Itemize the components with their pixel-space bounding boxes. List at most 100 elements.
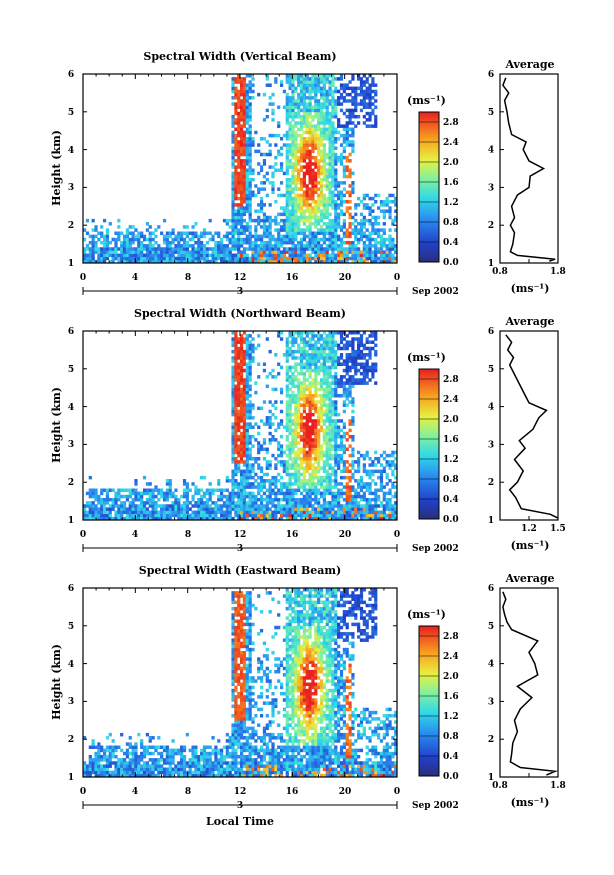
heatmap-cell bbox=[365, 203, 369, 207]
heatmap-cell bbox=[302, 74, 306, 78]
heatmap-cell bbox=[194, 222, 198, 226]
heatmap-cell bbox=[288, 146, 292, 150]
heatmap-cell bbox=[331, 77, 335, 81]
heatmap-cell bbox=[339, 394, 344, 398]
heatmap-cell bbox=[311, 403, 315, 407]
heatmap-cell bbox=[254, 485, 258, 489]
heatmap-cell bbox=[102, 244, 107, 248]
heatmap-cell bbox=[325, 231, 329, 235]
heatmap-cell bbox=[220, 510, 224, 515]
heatmap-cell bbox=[371, 222, 375, 226]
heatmap-cell bbox=[245, 422, 249, 426]
heatmap-cell bbox=[297, 406, 301, 411]
heatmap-cell bbox=[305, 118, 309, 122]
heatmap-cell bbox=[299, 240, 304, 245]
heatmap-cell bbox=[248, 409, 252, 414]
x-tick-label: 4 bbox=[132, 273, 138, 283]
heatmap-cell bbox=[257, 491, 261, 496]
heatmap-cell bbox=[137, 507, 141, 511]
heatmap-cell bbox=[311, 74, 315, 78]
heatmap-cell bbox=[308, 428, 312, 433]
heatmap-cell bbox=[302, 488, 306, 492]
heatmap-cell bbox=[328, 371, 332, 376]
heatmap-cell bbox=[288, 108, 292, 113]
heatmap-cell bbox=[245, 343, 249, 348]
heatmap-cell bbox=[242, 331, 247, 335]
heatmap-cell bbox=[319, 177, 324, 182]
heatmap-cell bbox=[331, 406, 335, 411]
heatmap-cell bbox=[242, 181, 247, 185]
heatmap-cell bbox=[368, 237, 372, 242]
heatmap-cell bbox=[288, 256, 292, 261]
heatmap-cell bbox=[365, 450, 369, 455]
heatmap-cell bbox=[291, 168, 295, 172]
heatmap-cell bbox=[237, 482, 241, 486]
heatmap-cell bbox=[365, 111, 369, 116]
heatmap-cell bbox=[285, 409, 289, 414]
heatmap-cell bbox=[334, 212, 338, 217]
heatmap-cell bbox=[88, 513, 92, 518]
heatmap-cell bbox=[342, 394, 346, 398]
heatmap-cell bbox=[348, 121, 352, 125]
heatmap-cell bbox=[311, 334, 315, 338]
heatmap-cell bbox=[334, 231, 338, 235]
heatmap-cell bbox=[334, 353, 338, 357]
heatmap-cell bbox=[365, 365, 369, 370]
heatmap-cell bbox=[194, 247, 198, 251]
heatmap-cell bbox=[268, 513, 272, 518]
heatmap-cell bbox=[288, 394, 292, 398]
heatmap-cell bbox=[240, 152, 244, 157]
heatmap-cell bbox=[234, 127, 238, 132]
heatmap-cell bbox=[297, 419, 301, 423]
heatmap-cell bbox=[285, 469, 289, 474]
heatmap-cell bbox=[91, 244, 95, 248]
heatmap-cell bbox=[237, 111, 241, 116]
heatmap-cell bbox=[357, 343, 361, 348]
heatmap-cell bbox=[245, 397, 249, 401]
heatmap-cell bbox=[234, 343, 238, 348]
heatmap-cell bbox=[299, 390, 304, 395]
heatmap-cell bbox=[385, 475, 389, 480]
heatmap-cell bbox=[151, 491, 155, 496]
heatmap-cell bbox=[245, 375, 249, 379]
heatmap-cell bbox=[291, 240, 295, 245]
colorbar-tick-label: 2.0 bbox=[443, 158, 459, 168]
heatmap-cell bbox=[334, 152, 338, 157]
heatmap-cell bbox=[180, 494, 184, 499]
heatmap-cell bbox=[337, 181, 341, 185]
heatmap-cell bbox=[308, 244, 312, 248]
heatmap-cell bbox=[291, 250, 295, 254]
heatmap-cell bbox=[319, 187, 324, 191]
heatmap-cell bbox=[374, 259, 378, 264]
heatmap-cell bbox=[322, 409, 326, 414]
heatmap-cell bbox=[114, 513, 118, 518]
heatmap-cell bbox=[334, 387, 338, 392]
heatmap-cell bbox=[365, 89, 369, 94]
heatmap-cell bbox=[265, 108, 269, 113]
heatmap-cell bbox=[248, 143, 252, 147]
heatmap-cell bbox=[277, 133, 281, 138]
heatmap-cell bbox=[331, 237, 335, 242]
heatmap-cell bbox=[317, 200, 321, 204]
heatmap-cell bbox=[205, 256, 209, 261]
heatmap-cell bbox=[131, 240, 135, 245]
heatmap-cell bbox=[94, 240, 98, 245]
heatmap-cell bbox=[359, 378, 364, 382]
heatmap-cell bbox=[228, 256, 232, 261]
heatmap-cell bbox=[374, 368, 378, 373]
heatmap-cell bbox=[314, 130, 318, 135]
heatmap-cell bbox=[302, 340, 306, 344]
heatmap-cell bbox=[114, 256, 118, 261]
heatmap-cell bbox=[374, 244, 378, 248]
heatmap-cell bbox=[337, 203, 341, 207]
heatmap-cell bbox=[297, 209, 301, 213]
y-tick-label: 5 bbox=[68, 108, 74, 118]
heatmap-cell bbox=[357, 86, 361, 91]
heatmap-cell bbox=[254, 240, 258, 245]
heatmap-cell bbox=[388, 212, 392, 217]
heatmap-cell bbox=[220, 504, 224, 508]
heatmap-cell bbox=[334, 171, 338, 176]
heatmap-cell bbox=[371, 513, 375, 518]
heatmap-cell bbox=[134, 479, 138, 483]
heatmap-cell bbox=[334, 86, 338, 91]
